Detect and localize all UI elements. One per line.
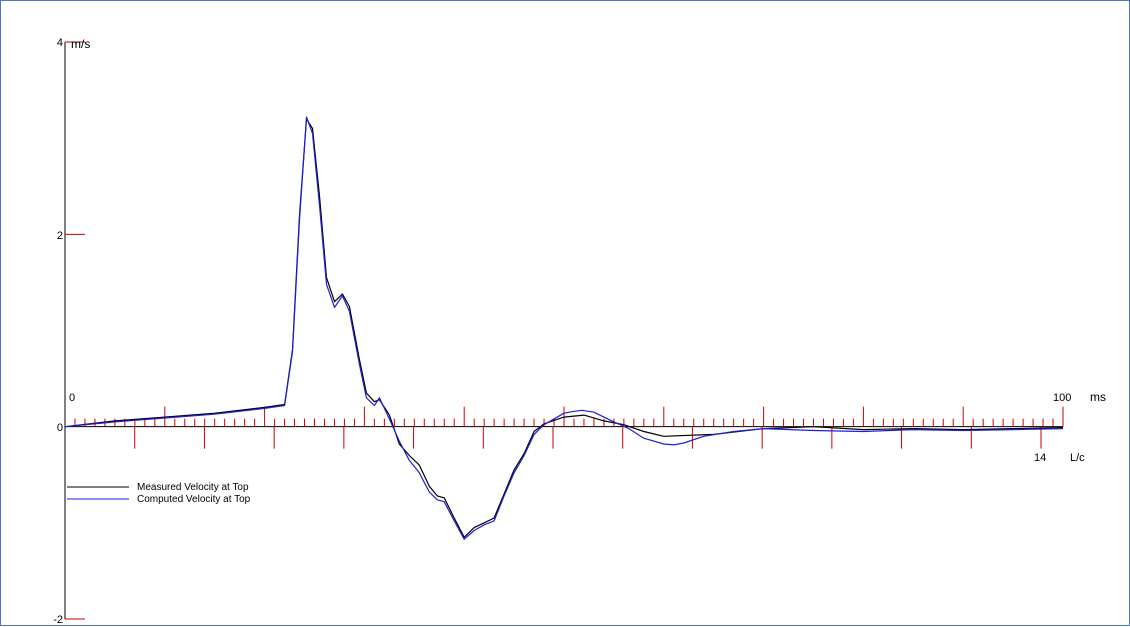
secondary-x-unit-label: L/c — [1070, 452, 1085, 464]
x-unit-label: ms — [1090, 390, 1106, 404]
y-tick-label-4: 4 — [57, 37, 63, 49]
x-tick-label-0: 0 — [69, 392, 75, 404]
legend-label-measured: Measured Velocity at Top — [137, 482, 249, 493]
tick-labels: 4 2 0 -2 m/s 0 100 ms 14 L/c — [53, 37, 1106, 626]
series-computed-line — [64, 116, 1064, 540]
series-layer — [64, 116, 1064, 540]
y-unit-label: m/s — [71, 37, 90, 51]
series-measured-line — [64, 118, 1064, 538]
y-tick-label-neg2: -2 — [53, 614, 63, 626]
ticks — [65, 41, 1064, 620]
axes — [64, 42, 1063, 619]
legend: Measured Velocity at Top Computed Veloci… — [67, 482, 251, 505]
x-tick-label-100: 100 — [1053, 392, 1071, 404]
y-tick-label-2: 2 — [57, 230, 63, 242]
secondary-x-tick-label-14: 14 — [1034, 452, 1046, 464]
legend-label-computed: Computed Velocity at Top — [137, 494, 251, 505]
y-tick-label-0: 0 — [57, 422, 63, 434]
